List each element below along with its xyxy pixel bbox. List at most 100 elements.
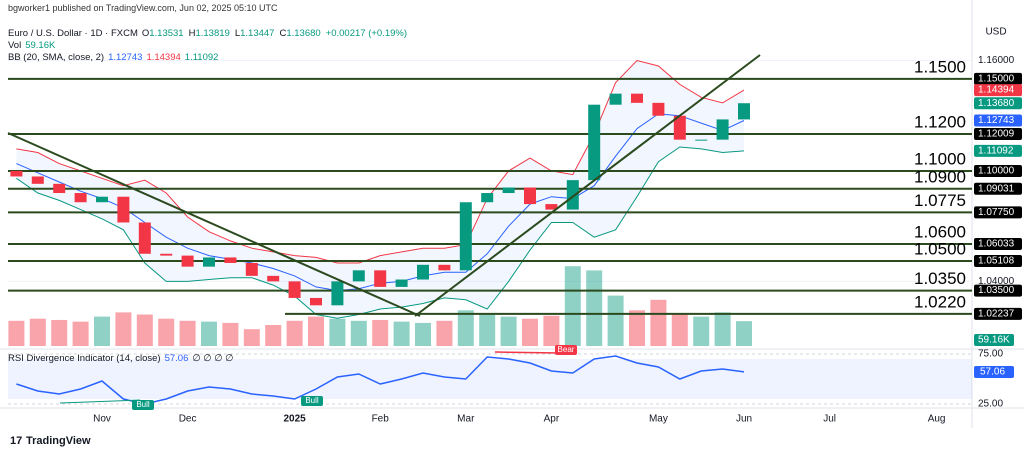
x-tick-label: Mar [457, 414, 475, 425]
level-label: 1.0350 [914, 269, 966, 288]
ohlc-item: C [279, 28, 287, 39]
ohlc-item: +0.00217 (+0.19%) [325, 28, 408, 39]
volume-bar [693, 316, 710, 346]
price-badge [974, 84, 1022, 97]
axis-badge-label: 1.09031 [978, 183, 1015, 194]
price-badge [974, 144, 1022, 157]
volume-bar [393, 321, 410, 346]
bb-upper [16, 59, 745, 264]
candle-body [374, 270, 387, 287]
candle-body [117, 196, 130, 223]
volume-bar [136, 314, 153, 346]
level-label: 1.1000 [914, 149, 966, 168]
axis-badge-label: 1.07750 [978, 207, 1015, 218]
candle-body [96, 196, 108, 203]
rsi-label: RSI Divergence Indicator (14, close) [8, 353, 161, 364]
candle-body [245, 262, 258, 276]
divergence-marker [555, 345, 577, 355]
volume-bar [671, 314, 688, 346]
candle-body [352, 270, 365, 282]
level-label: 1.0500 [914, 239, 966, 258]
volume-bar [457, 310, 474, 346]
rsi-badge-label: 57.06 [980, 367, 1005, 378]
volume-badge-label: 59.16K [978, 335, 1010, 346]
x-tick-label: Nov [93, 414, 111, 425]
axis-badge-label: 1.03500 [978, 285, 1015, 296]
rsi-tick-label: 25.00 [978, 399, 1003, 410]
volume-bar [586, 270, 603, 346]
price-badge-label: 1.14394 [978, 85, 1015, 96]
volume-bar [372, 319, 389, 346]
axis-badge [974, 72, 1022, 85]
axis-badge [974, 284, 1022, 297]
axis-badge [974, 164, 1022, 177]
volume-bar [72, 321, 89, 346]
price-badge [974, 97, 1022, 110]
ohlc-item: 1.13819 [195, 28, 230, 39]
x-tick-label: Jul [823, 414, 836, 425]
volume-bar [265, 325, 282, 346]
price-badge-label: 1.13680 [978, 98, 1015, 109]
candle-body [695, 139, 708, 141]
volume-bar [522, 318, 538, 346]
axis-badge-label: 1.10000 [978, 166, 1015, 177]
divergence-marker-label: Bear [558, 345, 575, 354]
volume-bar [650, 299, 667, 346]
divergence-line [59, 399, 141, 404]
candle-body [438, 264, 451, 271]
candle-body [160, 253, 173, 256]
volume-bar [8, 320, 25, 346]
volume-bar [286, 320, 303, 346]
candle-body [566, 180, 579, 210]
bb-basis: 1.12743 [108, 52, 143, 63]
vol-value: 59.16K [25, 40, 56, 51]
ohlc-item: 1.13531 [149, 28, 184, 39]
divergence-line [494, 351, 561, 354]
legend-rsi: RSI Divergence Indicator (14, close) 57.0… [8, 353, 237, 364]
candle-body [652, 102, 665, 116]
volume-bar [222, 322, 239, 346]
axis-badge-label: 1.02237 [978, 308, 1015, 319]
volume-bar [564, 266, 581, 346]
currency: USD [985, 27, 1006, 38]
volume-bar [607, 295, 624, 346]
volume-bar [115, 312, 132, 346]
candle-body [673, 115, 686, 140]
logo-mark: 17 [10, 435, 22, 447]
level-label: 1.0220 [914, 292, 966, 311]
rsi-value: 57.06 [164, 353, 189, 364]
volume-bar [436, 320, 453, 346]
legend-vol: Vol 59.16K [8, 40, 59, 51]
volume-bar [29, 318, 46, 346]
axis-badge-label: 1.15000 [978, 74, 1015, 85]
volume-bar [500, 316, 517, 346]
bb-fill [16, 60, 744, 319]
volume-bar [243, 329, 260, 346]
candle-body [502, 187, 515, 194]
rsi-badge [974, 365, 1014, 378]
axis-badge-label: 1.12009 [978, 129, 1015, 140]
axis-badge [974, 307, 1022, 320]
divergence-marker [132, 400, 154, 410]
axis-badge [974, 237, 1022, 250]
published: bgworker1 published on TradingView.com, … [8, 3, 278, 13]
volume-bar [415, 322, 431, 346]
trend-line [414, 54, 761, 317]
x-tick-label: Aug [928, 414, 946, 425]
price-badge-label: 1.12743 [978, 115, 1015, 126]
volume-bar [179, 320, 196, 346]
candle-body [31, 176, 44, 184]
volume-bar [51, 319, 68, 346]
level-label: 1.0600 [914, 222, 966, 241]
ohlc: O1.13531 H1.13819 L1.13447 C1.13680 +0.00217… [142, 28, 412, 39]
ohlc-item: 1.13680 [286, 28, 321, 39]
rsi-flags: ∅ ∅ ∅ ∅ [192, 353, 234, 364]
candle-body [524, 187, 536, 205]
candle-body [609, 93, 622, 105]
candle-body [631, 93, 643, 103]
volume-bar [543, 315, 560, 346]
y-tick-label: 1.16000 [978, 55, 1015, 66]
x-tick-label: Apr [544, 414, 560, 425]
candle-body [738, 103, 750, 120]
